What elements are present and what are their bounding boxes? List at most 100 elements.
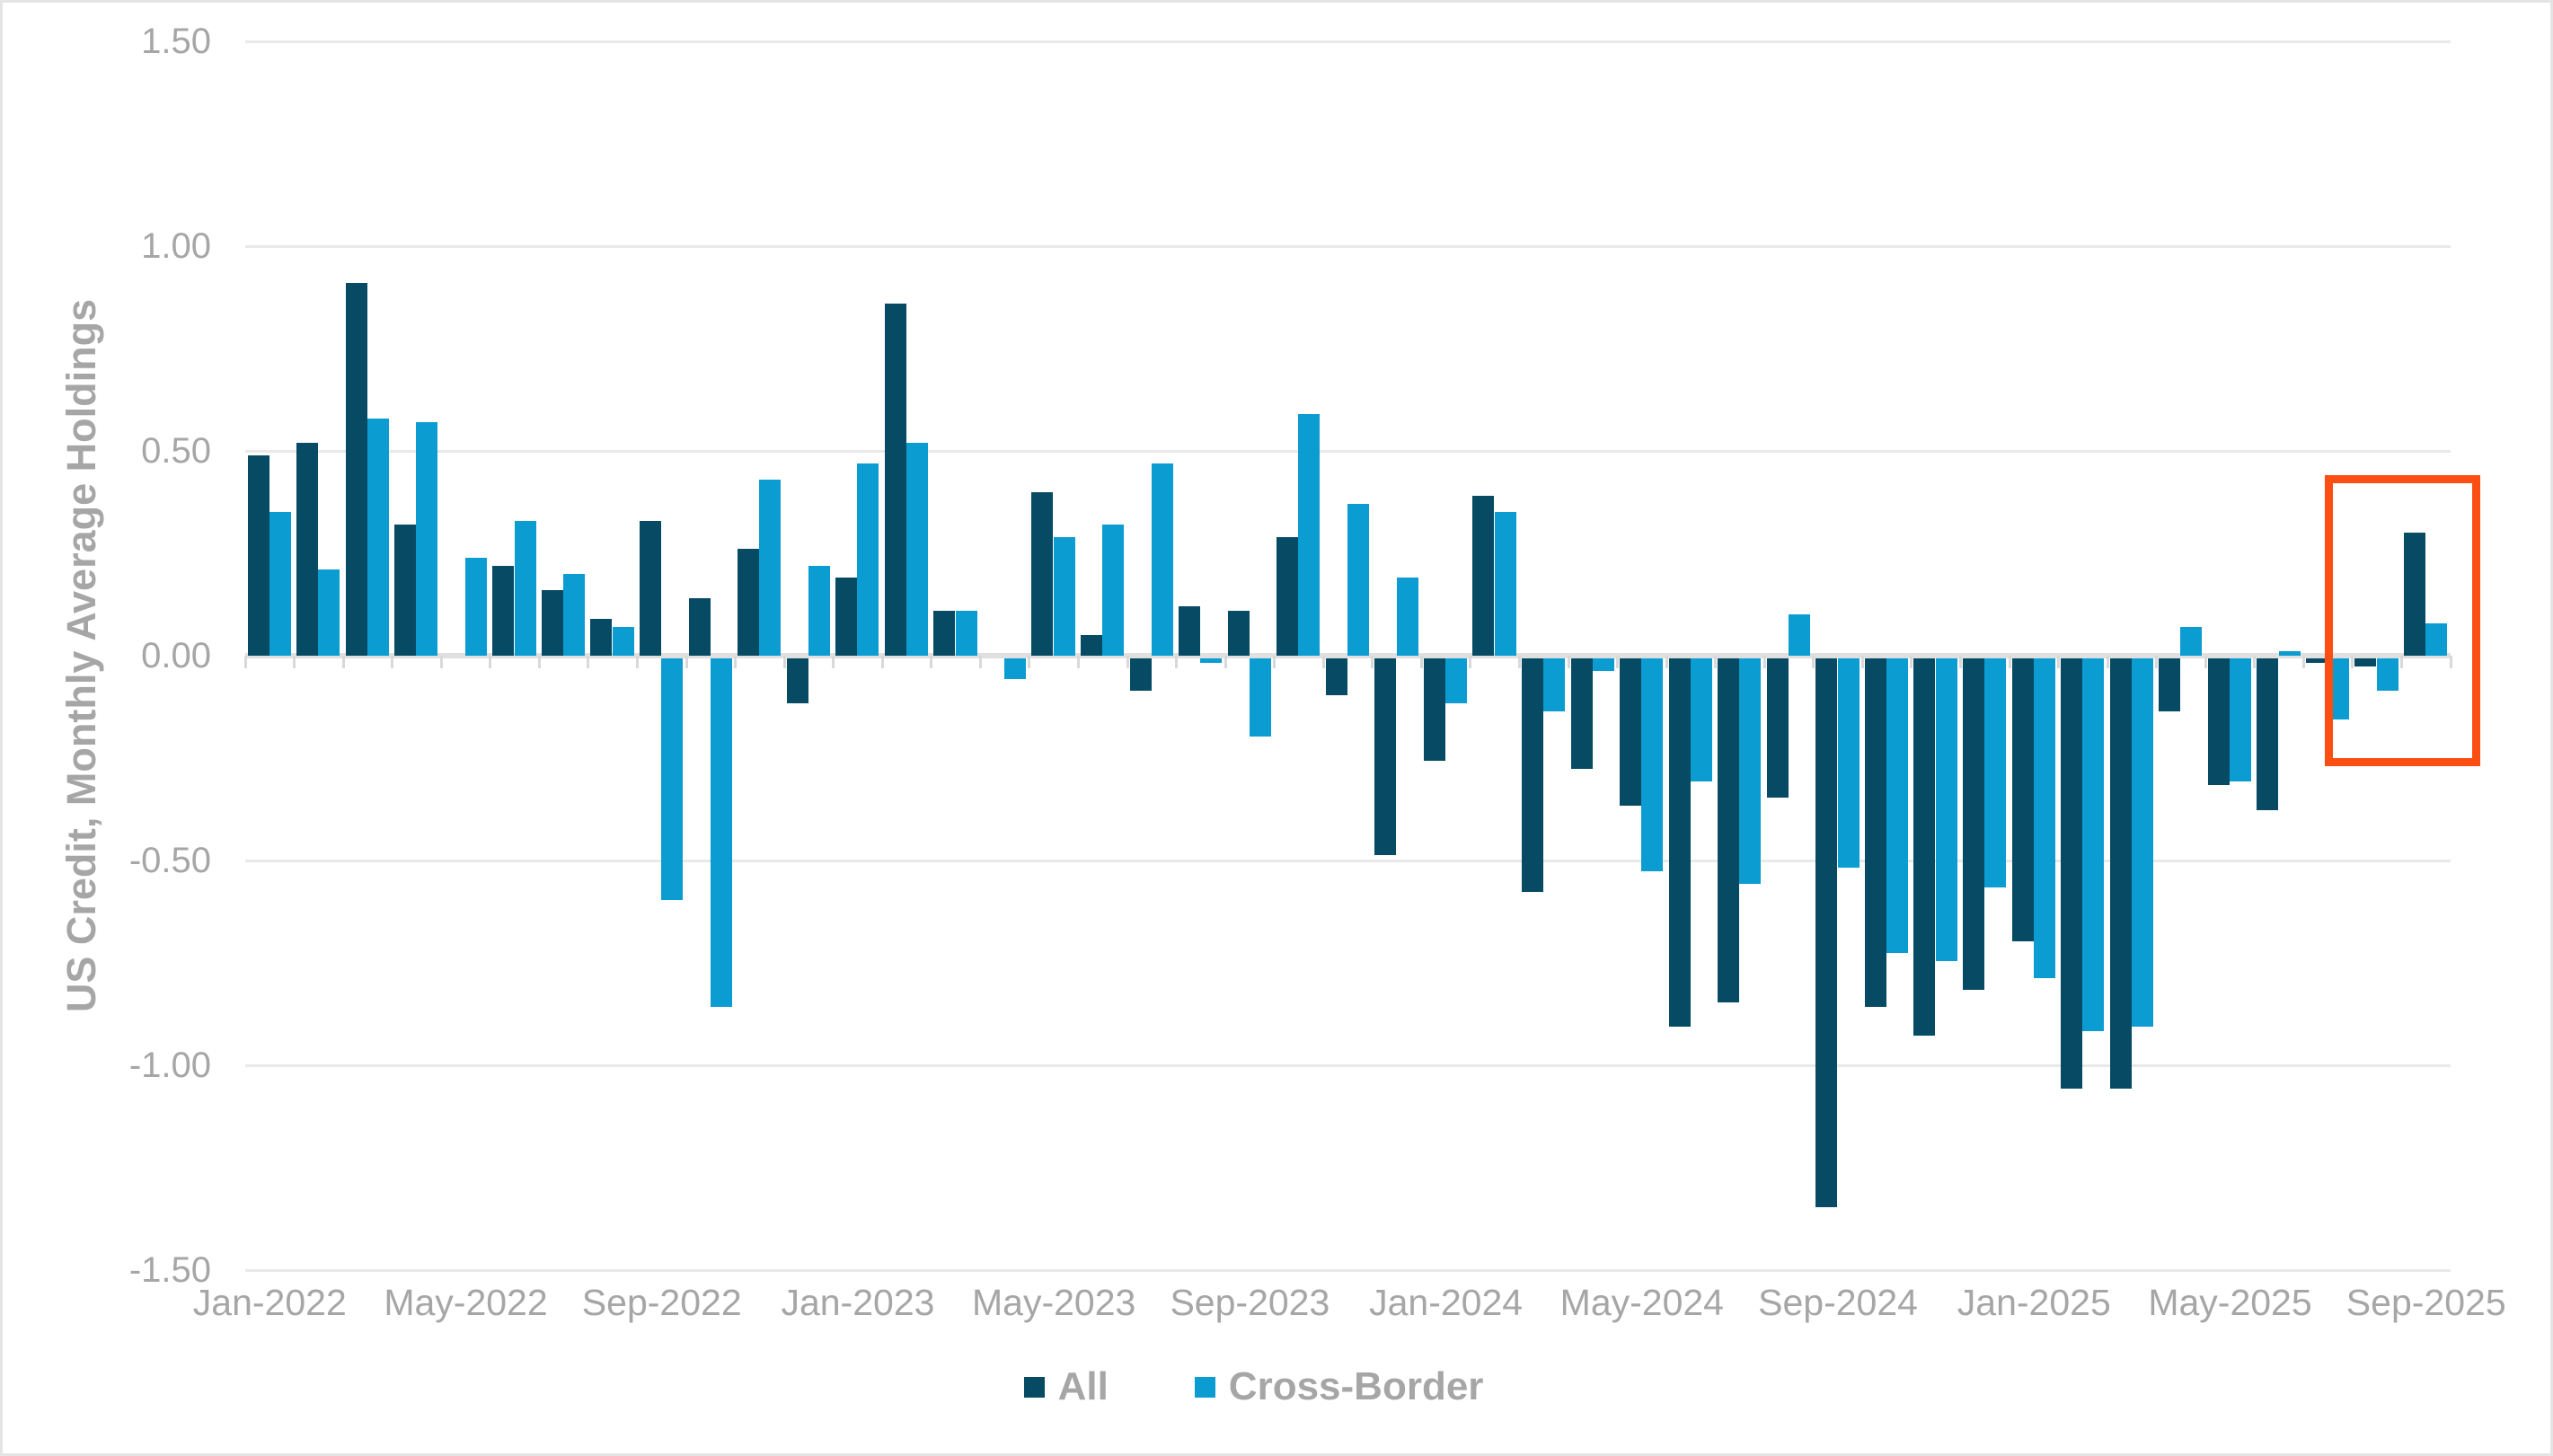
bar-all-Aug-2024 — [1766, 658, 1789, 799]
bar-all-Dec-2022 — [786, 658, 808, 704]
legend-label: All — [1057, 1364, 1109, 1408]
category-tick — [1762, 656, 1766, 668]
bar-cross-border-Nov-2023 — [1347, 504, 1370, 656]
category-tick — [1175, 656, 1179, 668]
bar-cross-border-Jun-2025 — [2278, 651, 2301, 656]
category-tick — [880, 656, 884, 668]
category-tick — [2301, 656, 2305, 668]
bar-all-Jun-2025 — [2257, 658, 2279, 810]
bar-all-Jan-2025 — [2011, 658, 2034, 941]
x-tick-label-Sep-2025: Sep-2025 — [2345, 1282, 2506, 1323]
category-tick — [2155, 656, 2159, 668]
category-tick — [1223, 656, 1227, 668]
gridline-1 — [245, 245, 2451, 248]
bar-all-Feb-2025 — [2061, 658, 2083, 1089]
legend-item-all: All — [1023, 1364, 1109, 1409]
bar-all-May-2023 — [1031, 491, 1054, 656]
bar-cross-border-May-2025 — [2230, 658, 2252, 781]
bar-cross-border-Apr-2022 — [416, 422, 438, 656]
bar-all-Feb-2022 — [296, 442, 319, 656]
bar-cross-border-Aug-2022 — [612, 627, 634, 656]
bar-cross-border-May-2022 — [465, 557, 488, 656]
bar-cross-border-Jan-2022 — [269, 512, 291, 656]
category-tick — [1273, 656, 1276, 668]
bar-cross-border-Nov-2024 — [1935, 658, 1957, 962]
category-tick — [1321, 656, 1325, 668]
bar-cross-border-Mar-2022 — [367, 418, 389, 656]
legend-item-cross-border: Cross-Border — [1194, 1364, 1484, 1409]
x-tick-label-Sep-2022: Sep-2022 — [581, 1282, 742, 1323]
bar-all-Oct-2024 — [1864, 658, 1886, 1007]
bar-cross-border-Jan-2025 — [2033, 658, 2055, 978]
category-tick — [1567, 656, 1570, 668]
x-tick-label-May-2022: May-2022 — [384, 1282, 548, 1323]
category-tick — [1419, 656, 1423, 668]
legend-swatch-icon — [1194, 1376, 1215, 1398]
x-tick-label-Sep-2023: Sep-2023 — [1170, 1282, 1330, 1323]
bar-cross-border-Aug-2025 — [2376, 658, 2398, 692]
y-tick-label--1.50: -1.50 — [128, 1250, 211, 1290]
category-tick — [635, 656, 639, 668]
bar-cross-border-Sep-2022 — [661, 658, 684, 901]
bar-cross-border-Dec-2022 — [808, 565, 830, 656]
bar-all-Nov-2023 — [1325, 658, 1347, 696]
bar-cross-border-Jul-2022 — [563, 573, 586, 656]
category-tick — [489, 656, 492, 668]
bar-all-Jun-2023 — [1080, 635, 1102, 656]
category-tick — [1076, 656, 1080, 668]
category-tick — [1665, 656, 1668, 668]
x-tick-label-Jan-2023: Jan-2023 — [781, 1282, 935, 1323]
x-tick-label-Jan-2025: Jan-2025 — [1957, 1282, 2111, 1323]
bar-all-Dec-2023 — [1374, 658, 1397, 855]
highlight-box-recent-months — [2325, 475, 2480, 767]
bar-all-Jul-2023 — [1129, 658, 1152, 692]
bar-all-Feb-2024 — [1472, 496, 1495, 656]
bar-cross-border-Jan-2024 — [1445, 658, 1468, 704]
category-tick — [439, 656, 443, 668]
bar-all-Jun-2022 — [492, 565, 515, 656]
bar-cross-border-Apr-2023 — [1004, 658, 1027, 679]
gridline-1.5 — [245, 40, 2451, 43]
category-tick — [1469, 656, 1472, 668]
bar-all-Apr-2024 — [1570, 658, 1593, 770]
bar-all-Sep-2024 — [1815, 658, 1838, 1208]
bar-cross-border-May-2023 — [1053, 536, 1075, 656]
bar-all-Sep-2023 — [1227, 610, 1250, 656]
category-tick — [2253, 656, 2257, 668]
bar-cross-border-Sep-2023 — [1249, 658, 1271, 737]
x-tick-label-May-2023: May-2023 — [971, 1282, 1136, 1323]
bar-cross-border-Sep-2024 — [1837, 658, 1860, 868]
category-tick — [734, 656, 738, 668]
y-tick-label-1.50: 1.50 — [141, 22, 211, 61]
bar-cross-border-Jan-2023 — [857, 463, 879, 656]
bar-cross-border-Sep-2025 — [2425, 622, 2448, 656]
bar-cross-border-Mar-2024 — [1543, 658, 1566, 712]
bar-cross-border-Feb-2023 — [906, 442, 929, 656]
bar-cross-border-Jun-2024 — [1690, 658, 1712, 781]
bar-all-Jul-2022 — [541, 590, 563, 656]
bar-all-Jul-2024 — [1718, 658, 1740, 1003]
bar-cross-border-Nov-2022 — [759, 479, 782, 656]
category-tick — [341, 656, 345, 668]
legend-label: Cross-Border — [1228, 1364, 1484, 1408]
bar-all-Apr-2022 — [394, 525, 417, 656]
bar-all-May-2024 — [1620, 658, 1642, 807]
category-tick — [293, 656, 296, 668]
bar-all-Jan-2023 — [835, 578, 858, 656]
bar-all-Mar-2023 — [933, 610, 956, 656]
bar-cross-border-Feb-2022 — [318, 569, 340, 656]
category-tick — [2399, 656, 2403, 668]
category-tick — [930, 656, 933, 668]
legend: All Cross-Border — [151, 1364, 2356, 1409]
legend-swatch-icon — [1023, 1376, 1045, 1398]
x-tick-label-Sep-2024: Sep-2024 — [1758, 1282, 1918, 1323]
category-tick — [1517, 656, 1521, 668]
category-tick — [243, 656, 247, 668]
category-tick — [1812, 656, 1815, 668]
x-tick-label-May-2024: May-2024 — [1559, 1282, 1724, 1323]
bar-cross-border-Mar-2023 — [955, 610, 977, 656]
bar-all-Aug-2023 — [1179, 606, 1201, 656]
category-tick — [1371, 656, 1374, 668]
bar-cross-border-Jul-2024 — [1739, 658, 1762, 884]
